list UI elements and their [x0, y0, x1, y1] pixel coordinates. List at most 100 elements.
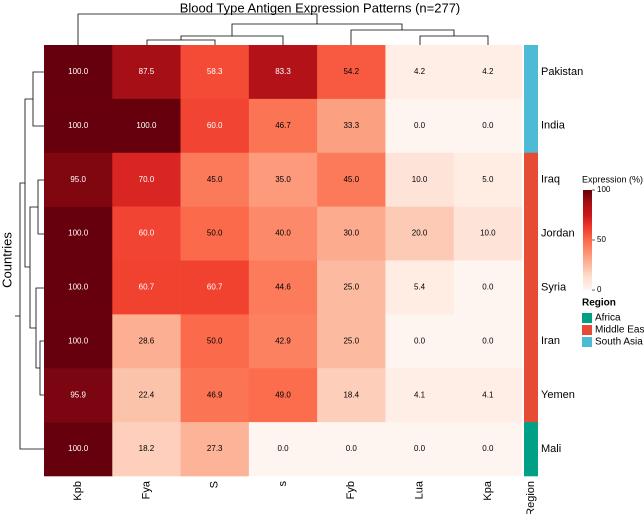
cell-label: 4.1 — [414, 390, 426, 399]
heatmap-cell — [44, 206, 113, 261]
heatmap-cell — [112, 98, 181, 154]
heatmap-cell — [180, 206, 250, 261]
cell-label: 5.0 — [482, 175, 494, 184]
cell-label: 60.0 — [139, 229, 155, 238]
heatmap-cell — [44, 368, 113, 423]
colorbar-segment — [583, 268, 592, 271]
cell-label: 25.0 — [343, 283, 359, 292]
column-label: Fya — [140, 480, 152, 499]
cell-label: 60.7 — [139, 283, 155, 292]
colorbar-segment — [583, 224, 592, 227]
region-strip-label: Region — [525, 481, 537, 514]
colorbar-segment — [583, 208, 592, 211]
cell-label: 95.0 — [70, 175, 86, 184]
legend-swatch — [582, 313, 592, 323]
heatmap-cell — [44, 152, 113, 207]
region-strip — [524, 45, 538, 100]
heatmap-cell — [453, 206, 523, 261]
column-label: Kpb — [72, 481, 84, 501]
colorbar-segment — [583, 280, 592, 283]
legend-label: Africa — [595, 313, 621, 324]
heatmap-cell — [248, 422, 318, 477]
colorbar-segment — [583, 228, 592, 231]
colorbar-segment — [583, 248, 592, 251]
heatmap-cell — [317, 45, 386, 100]
colorbar-segment — [583, 274, 592, 277]
heatmap-cell — [453, 368, 523, 423]
heatmap-cell — [180, 152, 250, 207]
cell-label: 0.0 — [482, 336, 494, 345]
colorbar-segment — [583, 254, 592, 257]
cell-label: 0.0 — [482, 444, 494, 453]
colorbar-segment — [583, 236, 592, 239]
heatmap-cell — [44, 314, 113, 369]
row-label: Jordan — [541, 227, 575, 239]
cell-label: 50.0 — [207, 229, 223, 238]
colorbar-segment — [583, 204, 592, 207]
heatmap-cell — [112, 422, 181, 477]
cell-label: 28.6 — [139, 336, 155, 345]
colorbar-segment — [583, 244, 592, 247]
region-strip — [524, 422, 538, 477]
colorbar-segment — [583, 262, 592, 265]
heatmap-cell — [180, 314, 250, 369]
cell-label: 100.0 — [68, 229, 89, 238]
heatmap-cell — [112, 206, 181, 261]
heatmap-cell — [453, 260, 523, 315]
heatmap-cell — [44, 422, 113, 477]
cell-label: 10.0 — [412, 175, 428, 184]
colorbar-segment — [583, 234, 592, 237]
heatmap-cell — [317, 152, 386, 207]
colorbar-segment — [583, 260, 592, 263]
region-strip — [524, 260, 538, 315]
cell-label: 20.0 — [412, 229, 428, 238]
cell-label: 95.9 — [70, 390, 86, 399]
colorbar-segment — [583, 212, 592, 215]
chart-title: Blood Type Antigen Expression Patterns (… — [180, 0, 461, 15]
colorbar-segment — [583, 238, 592, 241]
heatmap-cell — [385, 314, 455, 369]
cell-label: 100.0 — [68, 121, 89, 130]
cell-label: 33.3 — [343, 121, 359, 130]
heatmap-cell — [112, 152, 181, 207]
cell-label: 100.0 — [68, 336, 89, 345]
colorbar-segment — [583, 242, 592, 245]
cell-label: 18.4 — [343, 390, 359, 399]
cell-label: 100.0 — [68, 444, 89, 453]
colorbar-segment — [583, 206, 592, 209]
colorbar-segment — [583, 278, 592, 281]
cell-label: 42.9 — [275, 336, 291, 345]
cell-label: 27.3 — [207, 444, 223, 453]
heatmap-cell — [112, 314, 181, 369]
heatmap-cell — [453, 314, 523, 369]
colorbar-segment — [583, 282, 592, 285]
heatmap-cell — [385, 422, 455, 477]
region-strip — [524, 98, 538, 154]
heatmap-cell — [453, 98, 523, 154]
cell-label: 49.0 — [275, 390, 291, 399]
cell-label: 4.2 — [482, 67, 494, 76]
colorbar-tick-label: 0 — [597, 285, 602, 294]
cell-label: 100.0 — [136, 121, 157, 130]
cell-label: 70.0 — [139, 175, 155, 184]
cell-label: 0.0 — [346, 444, 358, 453]
heatmap-cell — [112, 368, 181, 423]
colorbar-segment — [583, 266, 592, 269]
cell-label: 18.2 — [139, 444, 155, 453]
heatmap-cell — [44, 98, 113, 154]
heatmap-cell — [453, 422, 523, 477]
region-strip — [524, 152, 538, 207]
colorbar-segment — [583, 218, 592, 221]
cell-label: 4.2 — [414, 67, 426, 76]
heatmap-cell — [317, 206, 386, 261]
colorbar-segment — [583, 272, 592, 275]
colorbar-segment — [583, 190, 592, 193]
cell-label: 30.0 — [343, 229, 359, 238]
cell-label: 10.0 — [480, 229, 496, 238]
colorbar-segment — [583, 284, 592, 287]
column-label: Kpa — [482, 480, 494, 500]
legend-label: South Asia — [595, 337, 643, 348]
colorbar-segment — [583, 256, 592, 259]
colorbar-segment — [583, 200, 592, 203]
